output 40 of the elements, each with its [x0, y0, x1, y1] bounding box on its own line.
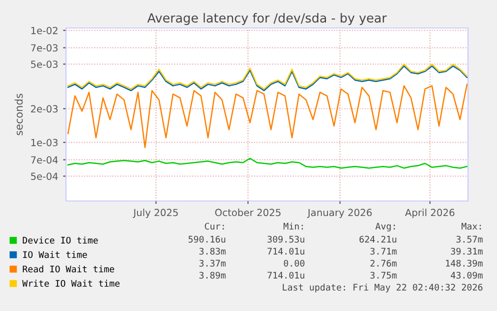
text: Min: — [284, 222, 303, 230]
legend-label: IO Wait time — [23, 251, 87, 258]
text: 714.01u — [268, 272, 304, 279]
text: 3.75m — [370, 272, 397, 279]
text: 309.53u — [268, 236, 304, 243]
x-tick-label: July 2025 — [132, 208, 178, 218]
y-tick-label: 1e-02 — [31, 26, 58, 34]
x-tick-label: April 2026 — [405, 208, 454, 218]
text: 714.01u — [268, 248, 304, 255]
text: 3.71m — [370, 248, 397, 255]
text: Cur: — [204, 222, 224, 230]
text: Avg: — [375, 222, 395, 232]
y-tick-label: 5e-03 — [31, 60, 58, 68]
text: 3.37m — [199, 260, 226, 267]
text: Max: — [462, 222, 481, 230]
text: 590.16u — [188, 236, 226, 243]
text: 3.83m — [199, 248, 226, 255]
chart-title: Average latency for /dev/sda - by year — [147, 12, 387, 26]
y-tick-label: 7e-03 — [31, 44, 58, 52]
y-tick-label: 7e-04 — [31, 156, 58, 164]
legend-label: Write IO Wait time — [22, 280, 120, 287]
text: 148.39m — [446, 260, 483, 267]
x-tick-label: January 2026 — [307, 208, 372, 218]
y-tick-label: 5e-04 — [31, 172, 58, 180]
legend-label: Read IO Wait time — [22, 265, 114, 272]
text: 0.00 — [284, 260, 304, 267]
y-axis-title: seconds — [14, 94, 23, 136]
y-tick-label: 2e-03 — [31, 105, 58, 113]
text: 3.57m — [456, 236, 483, 243]
x-tick-label: October 2025 — [215, 208, 281, 216]
text: 2.76m — [370, 260, 397, 267]
y-tick-label: 1e-03 — [31, 138, 58, 146]
legend-label: Device IO time — [22, 236, 98, 244]
text: 39.31m — [450, 248, 483, 255]
text: 3.89m — [199, 272, 226, 279]
text: 624.21u — [360, 236, 396, 243]
text: Last update: Fri May 22 02:40:32 2026 — [282, 284, 482, 292]
text: 43.09m — [450, 272, 483, 279]
line-series — [67, 84, 468, 148]
line-series — [67, 158, 468, 169]
